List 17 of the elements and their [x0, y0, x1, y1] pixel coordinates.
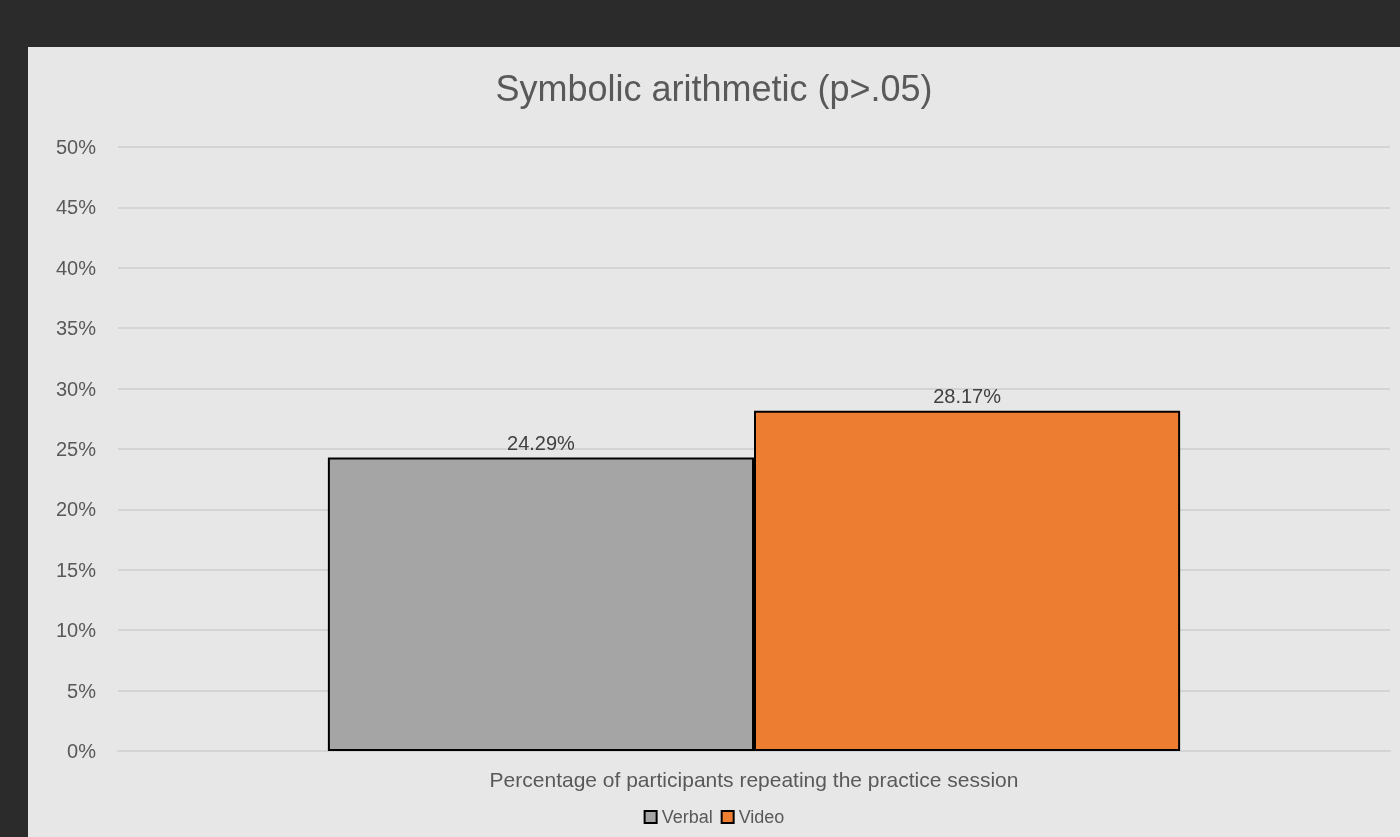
legend-label: Verbal — [661, 807, 713, 827]
y-tick-label: 0% — [67, 740, 97, 762]
y-tick-label: 50% — [55, 136, 97, 158]
y-tick-label: 10% — [55, 619, 97, 642]
y-tick-label: 20% — [55, 498, 97, 521]
chart-title: Symbolic arithmetic (p>.05) — [495, 67, 933, 109]
y-tick-label: 15% — [55, 558, 97, 581]
y-tick-label: 35% — [55, 317, 97, 340]
y-tick-label: 25% — [55, 438, 97, 460]
data-label: 24.29% — [507, 431, 576, 454]
y-tick-label: 5% — [67, 679, 97, 702]
legend-label: Video — [738, 807, 785, 827]
y-tick-label: 45% — [55, 196, 97, 219]
x-tick-label: Percentage of participants repeating the practice session — [489, 768, 1019, 791]
y-tick-label: 40% — [55, 256, 97, 279]
data-label: 28.17% — [933, 384, 1002, 407]
y-tick-label: 30% — [55, 377, 97, 400]
